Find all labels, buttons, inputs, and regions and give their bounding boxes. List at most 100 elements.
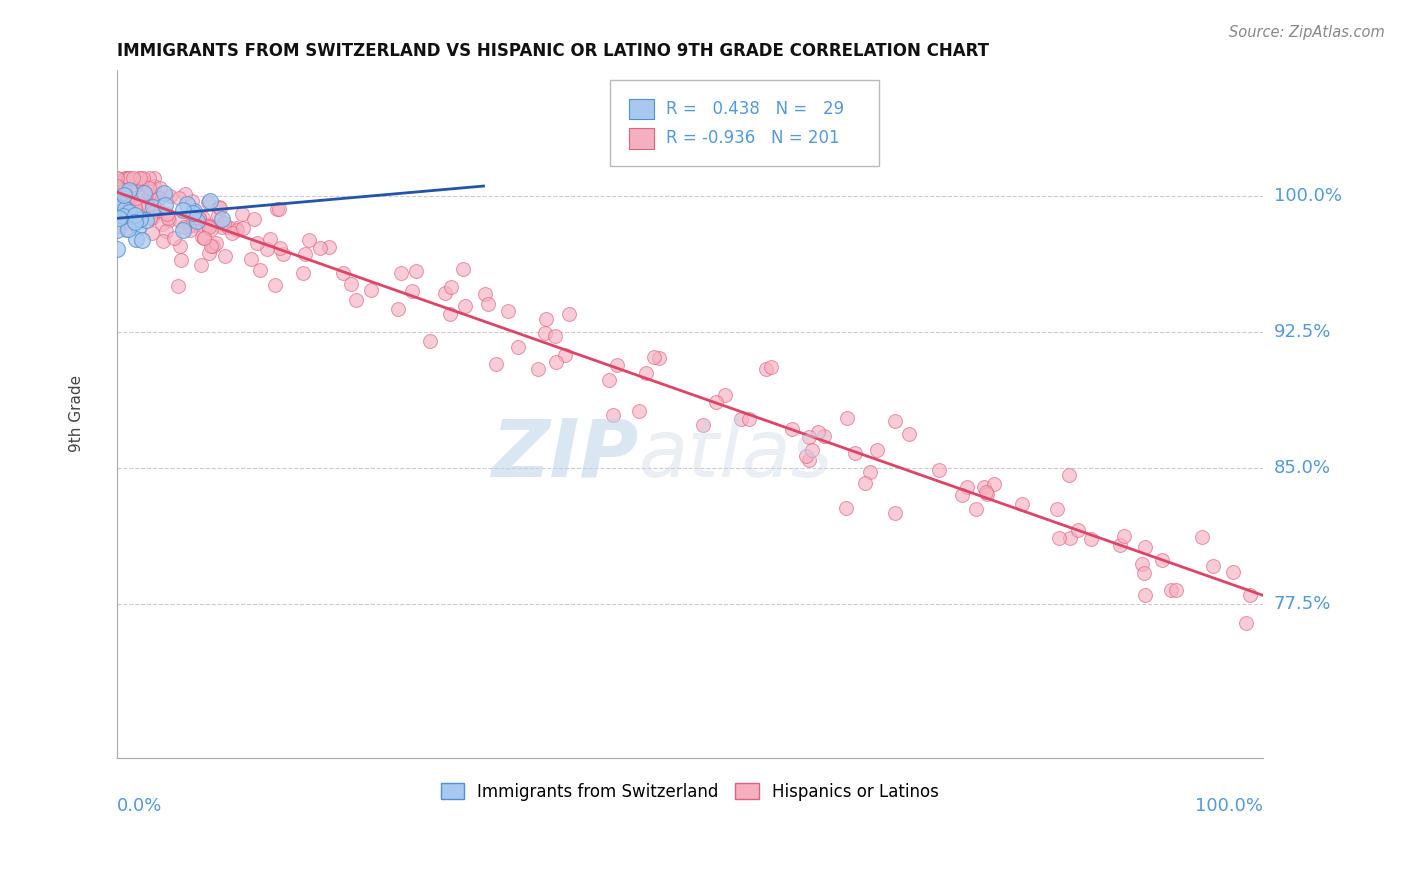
Point <box>129 212 152 227</box>
Point <box>266 202 288 217</box>
Point <box>127 199 149 213</box>
Point <box>169 191 191 205</box>
Point <box>108 211 131 225</box>
Point <box>120 182 142 196</box>
Point <box>474 286 496 301</box>
Point <box>167 278 190 293</box>
Point <box>606 358 628 372</box>
Bar <box>628 98 654 120</box>
Point <box>142 200 165 214</box>
Point <box>125 191 148 205</box>
Point <box>198 220 221 235</box>
Point <box>201 239 224 253</box>
Point <box>153 198 176 212</box>
Point <box>454 299 477 313</box>
Point <box>554 348 576 362</box>
Point <box>134 186 156 200</box>
Point <box>108 179 131 194</box>
Point <box>527 362 550 376</box>
Point <box>129 177 152 191</box>
Point <box>131 171 153 186</box>
Point <box>163 231 186 245</box>
Point <box>105 171 128 186</box>
Point <box>115 191 138 205</box>
Point <box>111 209 134 223</box>
Text: 100.0%: 100.0% <box>1195 797 1263 814</box>
Point <box>115 171 138 186</box>
Point <box>117 222 139 236</box>
Point <box>246 235 269 250</box>
Point <box>1234 615 1257 630</box>
Point <box>112 188 135 202</box>
Point <box>360 284 382 298</box>
Point <box>197 194 219 209</box>
Point <box>813 428 835 442</box>
Point <box>231 207 253 221</box>
Point <box>928 463 950 477</box>
Point <box>124 178 146 193</box>
Point <box>121 171 143 186</box>
Point <box>187 211 209 225</box>
Point <box>389 266 412 280</box>
Point <box>200 239 222 253</box>
Point <box>131 233 153 247</box>
Point <box>108 181 131 195</box>
Point <box>256 242 278 256</box>
Point <box>181 206 204 220</box>
Point <box>191 211 214 226</box>
Point <box>141 197 163 211</box>
Text: 92.5%: 92.5% <box>1274 323 1331 341</box>
Point <box>859 465 882 479</box>
Point <box>976 486 998 500</box>
Point <box>598 372 620 386</box>
Point <box>534 312 557 326</box>
Point <box>117 171 139 186</box>
Text: 85.0%: 85.0% <box>1274 459 1331 477</box>
Point <box>110 193 132 207</box>
Point <box>855 476 877 491</box>
Point <box>105 223 128 237</box>
Point <box>148 203 170 218</box>
Point <box>332 266 354 280</box>
Point <box>264 278 287 293</box>
Point <box>179 219 201 233</box>
Point <box>433 285 456 300</box>
Point <box>159 188 181 202</box>
Point <box>129 171 152 186</box>
Point <box>207 208 229 222</box>
Point <box>124 200 146 214</box>
Point <box>141 227 163 241</box>
Point <box>558 307 581 321</box>
Point <box>114 183 136 197</box>
Text: 9th Grade: 9th Grade <box>69 376 84 452</box>
Point <box>1160 582 1182 597</box>
Point <box>211 211 233 226</box>
Point <box>225 223 247 237</box>
Point <box>797 453 820 467</box>
Point <box>534 326 557 340</box>
Point <box>127 205 149 219</box>
Point <box>243 211 266 226</box>
Point <box>636 366 658 380</box>
Point <box>1067 523 1090 537</box>
Point <box>197 219 219 233</box>
Point <box>115 203 138 218</box>
Point <box>780 422 803 436</box>
Point <box>221 227 243 241</box>
Point <box>136 198 159 212</box>
Point <box>114 174 136 188</box>
Point <box>318 240 340 254</box>
Point <box>172 223 194 237</box>
Point <box>1108 538 1130 552</box>
Point <box>956 480 979 494</box>
Point <box>191 230 214 244</box>
Point <box>108 181 131 195</box>
Point <box>148 192 170 206</box>
Point <box>193 231 215 245</box>
Point <box>340 277 363 292</box>
Point <box>155 224 177 238</box>
Point <box>152 235 174 249</box>
Point <box>738 412 761 426</box>
Point <box>965 502 987 516</box>
Point <box>183 204 205 219</box>
